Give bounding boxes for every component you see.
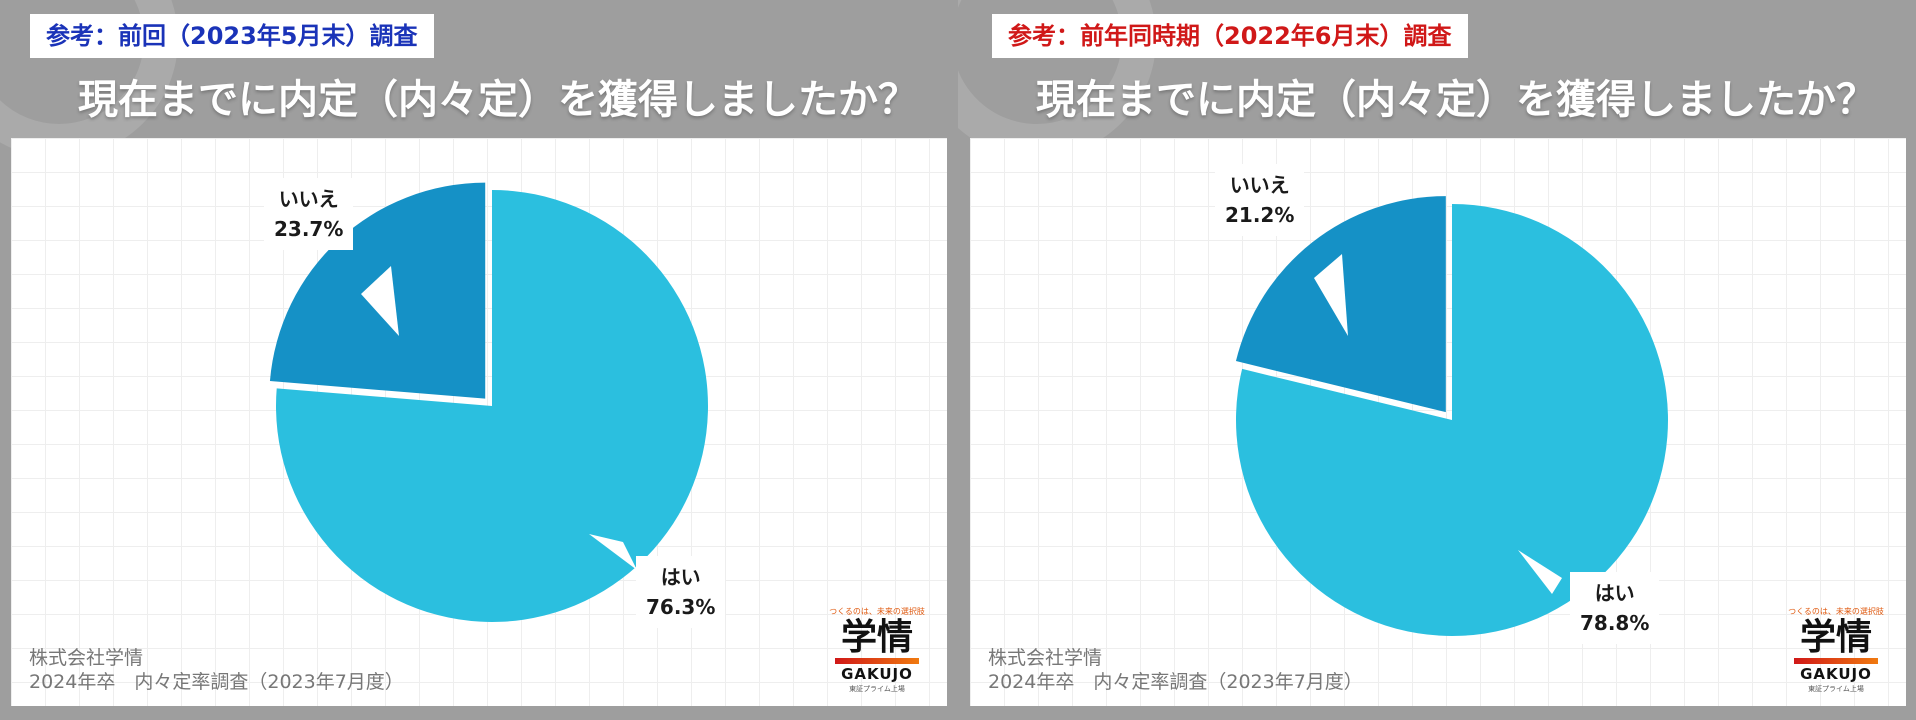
question-title: 現在までに内定（内々定）を獲得しましたか？: [1036, 77, 1876, 123]
label-no: いいえ 21.2%: [1215, 164, 1305, 236]
logo-listing: 東証プライム上場: [849, 685, 905, 693]
label-no: いいえ 23.7%: [264, 178, 354, 250]
label-yes-category: はい: [660, 565, 701, 589]
callout-pointer-no: [1314, 254, 1348, 336]
source-note: 株式会社学情 2024年卒 内々定率調査（2023年7月度）: [29, 646, 404, 694]
logo-word: GAKUJO: [1800, 665, 1872, 683]
source-company: 株式会社学情: [988, 647, 1103, 669]
panel-last-year-survey: 参考：前年同時期（2022年6月末）調査 現在までに内定（内々定）を獲得しました…: [958, 0, 1916, 720]
label-yes-value: 76.3%: [646, 595, 716, 619]
label-yes-value: 78.8%: [1580, 611, 1650, 635]
logo-bar: [1794, 658, 1878, 664]
logo-kanji: 学情: [1799, 617, 1872, 658]
chart-card: いいえ 23.7% はい 76.3% 株式会社学情 2024年卒 内々定率調査（…: [11, 138, 947, 706]
pie-chart: [1235, 196, 1668, 636]
callout-pointer-no: [361, 266, 399, 336]
label-no-category: いいえ: [278, 187, 339, 211]
logo-kanji: 学情: [840, 617, 913, 658]
panel-previous-survey: 参考：前回（2023年5月末）調査 現在までに内定（内々定）を獲得しましたか？ …: [0, 0, 947, 706]
source-survey: 2024年卒 内々定率調査（2023年7月度）: [988, 671, 1363, 693]
logo-slogan: つくるのは、未来の選択肢: [829, 607, 925, 616]
callout-pointer-yes: [1518, 550, 1562, 594]
label-no-category: いいえ: [1229, 173, 1290, 197]
source-company: 株式会社学情: [29, 647, 144, 669]
logo-listing: 東証プライム上場: [1808, 685, 1864, 693]
source-survey: 2024年卒 内々定率調査（2023年7月度）: [29, 671, 404, 693]
gakujo-logo: つくるのは、未来の選択肢 学情 GAKUJO 東証プライム上場: [825, 606, 929, 694]
label-no-value: 23.7%: [274, 217, 344, 241]
logo-bar: [835, 658, 919, 664]
reference-tag: 参考：前回（2023年5月末）調査: [30, 14, 434, 58]
chart-card: いいえ 21.2% はい 78.8% 株式会社学情 2024年卒 内々定率調査（…: [970, 138, 1906, 706]
logo-word: GAKUJO: [841, 665, 913, 683]
label-yes-category: はい: [1594, 581, 1635, 605]
label-no-value: 21.2%: [1225, 203, 1295, 227]
logo-slogan: つくるのは、未来の選択肢: [1788, 607, 1884, 616]
callout-pointer-yes: [589, 534, 637, 570]
source-note: 株式会社学情 2024年卒 内々定率調査（2023年7月度）: [988, 646, 1363, 694]
label-yes: はい 76.3%: [636, 556, 726, 628]
slice-yes: [1235, 204, 1668, 636]
question-title: 現在までに内定（内々定）を獲得しましたか？: [78, 77, 918, 123]
label-yes: はい 78.8%: [1570, 572, 1660, 644]
pie-chart: [269, 182, 709, 622]
reference-tag: 参考：前年同時期（2022年6月末）調査: [992, 14, 1468, 58]
slice-yes: [275, 190, 709, 622]
gakujo-logo: つくるのは、未来の選択肢 学情 GAKUJO 東証プライム上場: [1784, 606, 1888, 694]
